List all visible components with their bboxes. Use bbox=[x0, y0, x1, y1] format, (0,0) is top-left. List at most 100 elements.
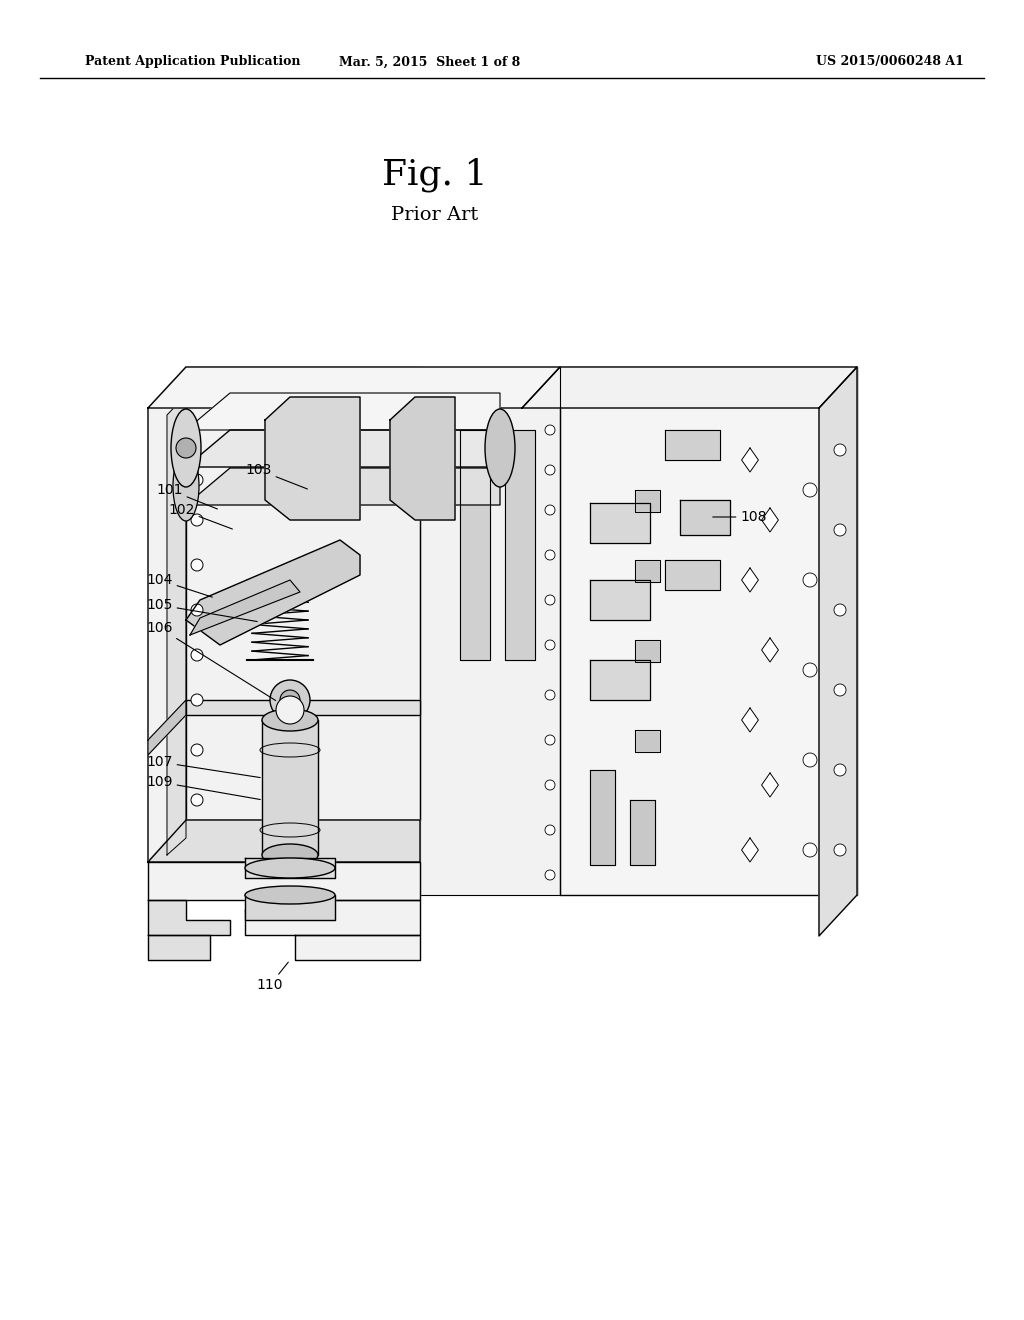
Ellipse shape bbox=[262, 709, 318, 731]
Circle shape bbox=[545, 870, 555, 880]
Circle shape bbox=[545, 425, 555, 436]
Polygon shape bbox=[148, 862, 420, 900]
Polygon shape bbox=[635, 560, 660, 582]
Polygon shape bbox=[262, 719, 318, 855]
Polygon shape bbox=[420, 367, 560, 895]
Circle shape bbox=[280, 690, 300, 710]
Polygon shape bbox=[186, 367, 420, 820]
Circle shape bbox=[834, 764, 846, 776]
Polygon shape bbox=[186, 540, 360, 645]
Ellipse shape bbox=[171, 409, 201, 487]
Polygon shape bbox=[265, 397, 360, 520]
Polygon shape bbox=[460, 430, 490, 660]
Text: 108: 108 bbox=[713, 510, 767, 524]
Circle shape bbox=[545, 595, 555, 605]
Polygon shape bbox=[148, 367, 560, 408]
Polygon shape bbox=[148, 820, 420, 862]
Polygon shape bbox=[630, 800, 655, 865]
Polygon shape bbox=[819, 367, 857, 936]
Polygon shape bbox=[762, 774, 778, 797]
Polygon shape bbox=[741, 568, 759, 591]
Polygon shape bbox=[186, 469, 500, 506]
Circle shape bbox=[191, 694, 203, 706]
Ellipse shape bbox=[173, 451, 199, 521]
Polygon shape bbox=[741, 708, 759, 733]
Polygon shape bbox=[741, 838, 759, 862]
Text: 109: 109 bbox=[146, 775, 260, 800]
Polygon shape bbox=[665, 560, 720, 590]
Circle shape bbox=[545, 825, 555, 836]
Circle shape bbox=[803, 843, 817, 857]
Text: Prior Art: Prior Art bbox=[391, 206, 478, 224]
Polygon shape bbox=[245, 895, 335, 920]
Circle shape bbox=[191, 513, 203, 525]
Circle shape bbox=[545, 735, 555, 744]
Text: 105: 105 bbox=[146, 598, 257, 622]
Text: 106: 106 bbox=[146, 620, 275, 701]
Circle shape bbox=[834, 444, 846, 455]
Circle shape bbox=[270, 680, 310, 719]
Text: 107: 107 bbox=[146, 755, 260, 777]
Circle shape bbox=[545, 690, 555, 700]
Circle shape bbox=[803, 752, 817, 767]
Polygon shape bbox=[148, 700, 186, 755]
Polygon shape bbox=[680, 500, 730, 535]
Circle shape bbox=[545, 506, 555, 515]
Circle shape bbox=[191, 605, 203, 616]
Polygon shape bbox=[590, 503, 650, 543]
Text: 102: 102 bbox=[169, 503, 232, 529]
Polygon shape bbox=[590, 579, 650, 620]
Polygon shape bbox=[635, 730, 660, 752]
Polygon shape bbox=[186, 430, 500, 467]
Circle shape bbox=[191, 474, 203, 486]
Text: Patent Application Publication: Patent Application Publication bbox=[85, 55, 300, 69]
Circle shape bbox=[803, 663, 817, 677]
Circle shape bbox=[545, 550, 555, 560]
Text: 101: 101 bbox=[157, 483, 217, 510]
Circle shape bbox=[191, 744, 203, 756]
Circle shape bbox=[545, 465, 555, 475]
Polygon shape bbox=[635, 490, 660, 512]
Polygon shape bbox=[390, 397, 455, 520]
Polygon shape bbox=[665, 430, 720, 459]
Polygon shape bbox=[762, 508, 778, 532]
Ellipse shape bbox=[245, 858, 335, 878]
Circle shape bbox=[176, 438, 196, 458]
Circle shape bbox=[191, 795, 203, 807]
Circle shape bbox=[834, 684, 846, 696]
Circle shape bbox=[191, 649, 203, 661]
Polygon shape bbox=[148, 900, 230, 935]
Circle shape bbox=[545, 640, 555, 649]
Polygon shape bbox=[762, 638, 778, 663]
Polygon shape bbox=[741, 447, 759, 473]
Text: 103: 103 bbox=[246, 463, 307, 488]
Text: 110: 110 bbox=[257, 962, 289, 993]
Text: 104: 104 bbox=[146, 573, 212, 597]
Polygon shape bbox=[245, 900, 420, 935]
Circle shape bbox=[834, 605, 846, 616]
Polygon shape bbox=[522, 367, 857, 408]
Text: Fig. 1: Fig. 1 bbox=[382, 158, 487, 193]
Polygon shape bbox=[590, 770, 615, 865]
Polygon shape bbox=[148, 935, 210, 960]
Circle shape bbox=[803, 573, 817, 587]
Circle shape bbox=[803, 483, 817, 498]
Polygon shape bbox=[505, 430, 535, 660]
Ellipse shape bbox=[245, 886, 335, 904]
Circle shape bbox=[545, 780, 555, 789]
Polygon shape bbox=[186, 700, 420, 715]
Text: Mar. 5, 2015  Sheet 1 of 8: Mar. 5, 2015 Sheet 1 of 8 bbox=[339, 55, 520, 69]
Circle shape bbox=[276, 696, 304, 723]
Polygon shape bbox=[186, 393, 500, 430]
Polygon shape bbox=[560, 367, 857, 895]
Circle shape bbox=[834, 843, 846, 855]
Polygon shape bbox=[190, 579, 300, 635]
Polygon shape bbox=[167, 395, 186, 855]
Polygon shape bbox=[590, 660, 650, 700]
Text: US 2015/0060248 A1: US 2015/0060248 A1 bbox=[816, 55, 964, 69]
Polygon shape bbox=[295, 935, 420, 960]
Ellipse shape bbox=[262, 843, 318, 866]
Circle shape bbox=[834, 524, 846, 536]
Polygon shape bbox=[635, 640, 660, 663]
Ellipse shape bbox=[485, 409, 515, 487]
